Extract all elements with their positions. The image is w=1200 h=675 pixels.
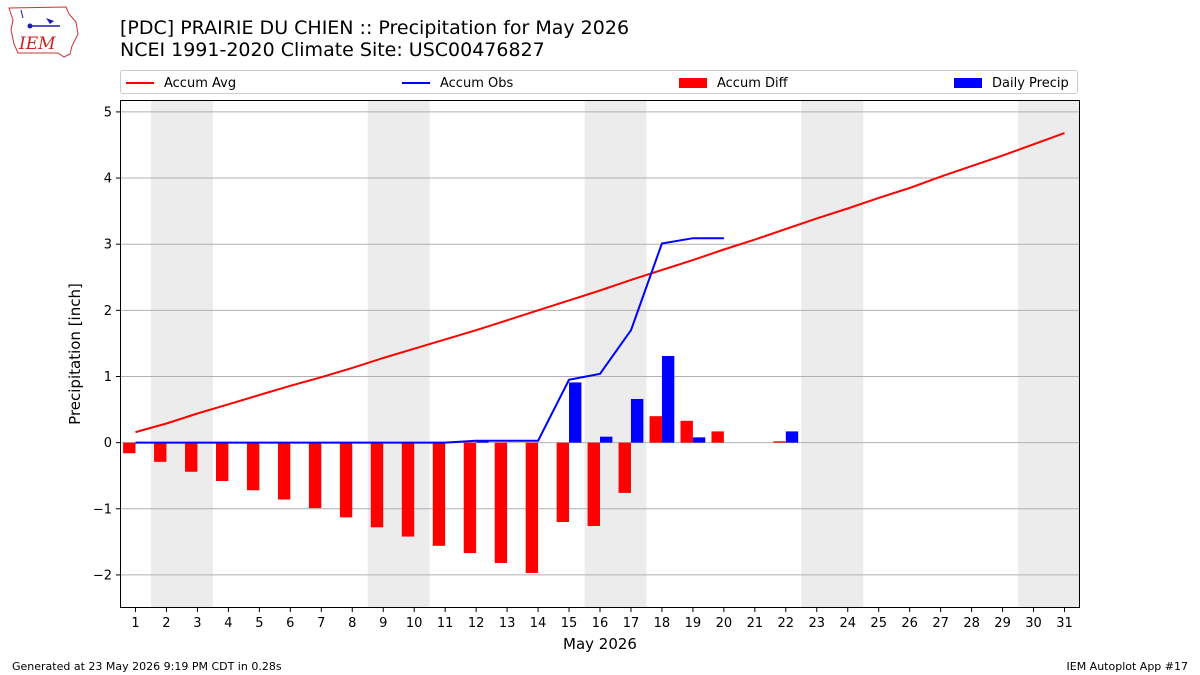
- bar-accum-diff: [370, 442, 384, 528]
- x-tick-label: 6: [286, 616, 294, 631]
- bar-accum-diff: [401, 442, 415, 537]
- x-tick-label: 22: [778, 616, 795, 631]
- x-tick-label: 2: [162, 616, 170, 631]
- x-tick-label: 7: [317, 616, 325, 631]
- bar-accum-diff: [277, 442, 291, 500]
- y-tick-label: 2: [104, 304, 112, 319]
- bar-accum-diff: [711, 431, 724, 443]
- weekend-band: [584, 100, 647, 608]
- x-tick-label: 18: [654, 616, 671, 631]
- legend-item-accum-avg: Accum Avg: [126, 74, 236, 92]
- bar-daily-precip: [600, 436, 613, 443]
- legend-label: Accum Avg: [164, 75, 237, 91]
- line-accum-avg: [135, 132, 1065, 434]
- bar-accum-diff: [494, 442, 508, 564]
- weekend-band: [801, 100, 864, 608]
- x-tick-label: 24: [839, 616, 856, 631]
- x-tick-label: 29: [994, 616, 1011, 631]
- legend-swatch: [679, 78, 707, 88]
- plot-frame: [120, 100, 1080, 608]
- x-tick-label: 17: [623, 616, 640, 631]
- y-tick-label: 1: [104, 370, 112, 385]
- x-tick-label: 14: [530, 616, 547, 631]
- legend-item-accum-obs: Accum Obs: [402, 74, 513, 92]
- state-outline-icon: [8, 6, 79, 58]
- x-axis-label: May 2026: [563, 635, 637, 653]
- legend-label: Accum Obs: [440, 75, 514, 91]
- bar-accum-diff: [649, 416, 662, 443]
- legend-label: Accum Diff: [717, 75, 788, 91]
- legend-item-daily-precip: Daily Precip: [954, 74, 1069, 92]
- y-tick-label: 0: [104, 436, 112, 451]
- y-tick-label: −1: [93, 502, 112, 517]
- x-tick-label: 25: [870, 616, 887, 631]
- weekend-band: [1018, 100, 1080, 608]
- x-tick-label: 4: [224, 616, 232, 631]
- x-tick-label: 5: [255, 616, 263, 631]
- chart-title: [PDC] PRAIRIE DU CHIEN :: Precipitation …: [120, 17, 630, 39]
- x-tick-label: 26: [901, 616, 918, 631]
- legend-label: Daily Precip: [992, 75, 1069, 91]
- footer-generated: Generated at 23 May 2026 9:19 PM CDT in …: [12, 660, 282, 673]
- legend-item-accum-diff: Accum Diff: [679, 74, 788, 92]
- bar-accum-diff: [216, 442, 229, 481]
- x-tick-label: 31: [1056, 616, 1073, 631]
- x-tick-label: 1: [131, 616, 139, 631]
- legend: Accum Avg Accum Obs Accum Diff Daily Pre…: [120, 70, 1078, 94]
- bar-accum-diff: [463, 442, 477, 554]
- y-tick-label: 4: [104, 172, 112, 187]
- bar-daily-precip: [630, 398, 644, 443]
- legend-swatch: [954, 78, 982, 88]
- bar-accum-diff: [154, 442, 167, 462]
- x-tick-label: 12: [468, 616, 485, 631]
- x-tick-label: 30: [1025, 616, 1042, 631]
- lines: [135, 132, 1065, 444]
- footer-app: IEM Autoplot App #17: [1066, 660, 1189, 673]
- legend-swatch: [402, 82, 430, 84]
- x-tick-label: 21: [747, 616, 764, 631]
- y-axis-label: Precipitation [inch]: [66, 283, 84, 425]
- bars: [123, 355, 799, 573]
- x-tick-label: 8: [348, 616, 356, 631]
- x-tick-label: 19: [685, 616, 702, 631]
- x-tick-label: 20: [716, 616, 733, 631]
- bar-accum-diff: [618, 442, 631, 493]
- x-tick-label: 3: [193, 616, 201, 631]
- y-tick-label: 3: [104, 238, 112, 253]
- iem-logo: IEM: [8, 6, 79, 58]
- bar-accum-diff: [525, 442, 539, 573]
- bar-daily-precip: [569, 382, 582, 443]
- bar-accum-diff: [339, 442, 353, 518]
- bar-accum-diff: [308, 442, 322, 509]
- bar-daily-precip: [661, 355, 675, 443]
- legend-swatch: [126, 82, 154, 84]
- weekend-band: [150, 100, 213, 608]
- bar-accum-diff: [773, 441, 786, 443]
- line-accum-obs: [135, 237, 724, 444]
- bar-accum-diff: [680, 420, 693, 443]
- bar-daily-precip: [692, 437, 706, 443]
- x-tick-label: 11: [437, 616, 454, 631]
- bar-accum-diff: [246, 442, 260, 491]
- x-tick-label: 10: [406, 616, 423, 631]
- logo-text: IEM: [18, 34, 56, 54]
- bar-accum-diff: [587, 442, 600, 526]
- x-tick-label: 9: [379, 616, 387, 631]
- bar-daily-precip: [785, 431, 799, 443]
- x-tick-label: 13: [499, 616, 516, 631]
- chart-subtitle: NCEI 1991-2020 Climate Site: USC00476827: [120, 39, 545, 61]
- bar-accum-diff: [432, 442, 446, 546]
- x-tick-label: 15: [561, 616, 578, 631]
- bar-accum-diff: [185, 442, 198, 472]
- x-tick-label: 27: [932, 616, 949, 631]
- x-tick-label: 28: [963, 616, 980, 631]
- bar-accum-diff: [123, 442, 136, 454]
- x-tick-label: 16: [592, 616, 609, 631]
- y-tick-label: −2: [93, 568, 112, 583]
- y-tick-label: 5: [104, 105, 112, 120]
- bar-accum-diff: [556, 442, 570, 523]
- x-tick-label: 23: [809, 616, 826, 631]
